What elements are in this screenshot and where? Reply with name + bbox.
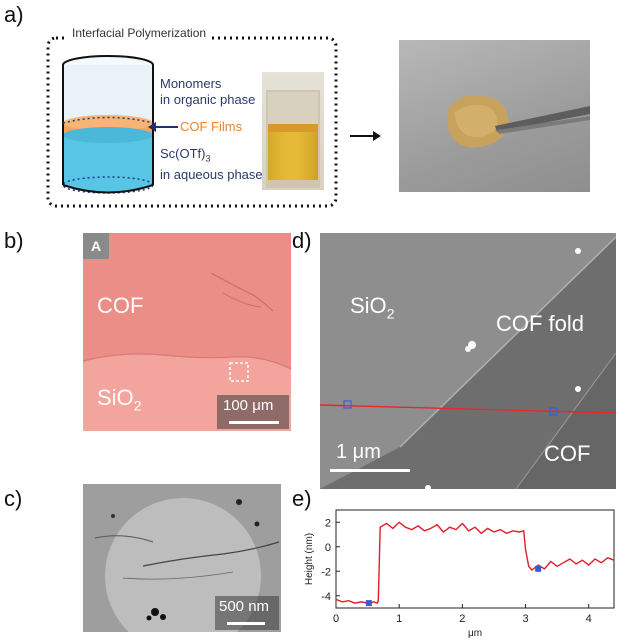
profile-marker	[535, 565, 542, 572]
scale-text-c: 500 nm	[219, 598, 270, 615]
height-profile-chart: 0 1 2 3 4 2 0 -2 -4 Height (nm) μm	[304, 509, 615, 639]
x-tick-label: 0	[333, 613, 339, 625]
sc-otf-label: Sc(OTf)3 in aqueous phase	[160, 146, 263, 183]
panel-b-label: b)	[4, 228, 24, 253]
process-arrow	[350, 131, 381, 141]
x-tick-label: 4	[586, 613, 592, 625]
y-tick-label: -4	[321, 591, 331, 603]
sio2-region-label: SiO2	[97, 385, 141, 413]
vial-photo	[262, 72, 324, 190]
film-pointer-arrow	[148, 122, 178, 132]
panel-d-label: d)	[292, 228, 312, 253]
cof-fold-label: COF fold	[496, 311, 585, 336]
scale-bar-c: 500 nm	[215, 596, 279, 630]
profile-marker	[365, 600, 372, 607]
scale-bar-b: 100 μm	[217, 395, 289, 429]
scale-line-b	[229, 421, 279, 424]
x-tick-label: 2	[459, 613, 465, 625]
scale-line-d	[330, 469, 410, 472]
schematic-frame	[46, 36, 338, 208]
y-tick-label: -2	[321, 566, 331, 578]
afm-cof-label: COF	[544, 441, 591, 466]
sc-otf-subscript: 3	[205, 153, 211, 164]
corner-tag: A	[83, 233, 109, 259]
film-tweezer-photo	[399, 40, 590, 192]
y-tick-label: 2	[325, 517, 331, 529]
x-tick-label: 1	[396, 613, 402, 625]
monomers-label: Monomers in organic phase	[160, 76, 255, 108]
aqueous-phase-text: in aqueous phase	[160, 166, 263, 182]
monomers-line-1: Monomers	[160, 76, 222, 91]
tem-micrograph: 500 nm	[83, 484, 281, 632]
scale-text-b: 100 μm	[223, 397, 274, 414]
x-tick-label: 3	[522, 613, 528, 625]
monomers-line-2: in organic phase	[160, 92, 256, 107]
y-tick-label: 0	[325, 542, 331, 554]
afm-sio2-label: SiO2	[350, 293, 394, 321]
afm-sio2-text: SiO	[350, 293, 387, 318]
panel-e-label: e)	[292, 486, 312, 511]
cof-region-label: COF	[97, 293, 144, 318]
sc-otf-text: Sc(OTf)	[160, 146, 206, 161]
panel-c-label: c)	[4, 486, 23, 511]
series-line	[335, 521, 615, 604]
beaker-diagram	[62, 55, 154, 194]
cof-films-label: COF Films	[180, 119, 243, 134]
plot-frame	[335, 509, 615, 609]
optical-micrograph: A COF SiO2 100 μm	[83, 233, 291, 431]
schematic-title: Interfacial Polymerization	[66, 26, 213, 40]
afm-image: SiO2 COF fold COF 1 μm	[320, 233, 616, 489]
x-axis-label: μm	[468, 628, 482, 639]
afm-sio2-subscript: 2	[386, 305, 395, 322]
panel-a-label: a)	[4, 2, 24, 27]
y-axis-label: Height (nm)	[304, 533, 315, 585]
sio2-subscript: 2	[133, 397, 142, 414]
sio2-text: SiO	[97, 385, 134, 410]
scale-line-c	[227, 622, 265, 625]
scale-text-d: 1 μm	[336, 441, 381, 463]
